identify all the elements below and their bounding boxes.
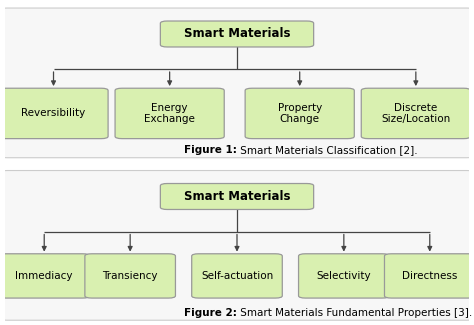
FancyBboxPatch shape bbox=[2, 8, 472, 158]
Text: Smart Materials Fundamental Properties [3].: Smart Materials Fundamental Properties [… bbox=[237, 307, 472, 318]
FancyBboxPatch shape bbox=[384, 254, 474, 298]
Text: Reversibility: Reversibility bbox=[21, 109, 86, 118]
FancyBboxPatch shape bbox=[160, 21, 314, 47]
Text: Smart Materials Classification [2].: Smart Materials Classification [2]. bbox=[237, 145, 418, 155]
Text: Self-actuation: Self-actuation bbox=[201, 271, 273, 281]
Text: Immediacy: Immediacy bbox=[16, 271, 73, 281]
Text: Transiency: Transiency bbox=[102, 271, 158, 281]
FancyBboxPatch shape bbox=[0, 88, 108, 139]
FancyBboxPatch shape bbox=[85, 254, 175, 298]
Text: Smart Materials: Smart Materials bbox=[184, 190, 290, 203]
FancyBboxPatch shape bbox=[245, 88, 354, 139]
FancyBboxPatch shape bbox=[361, 88, 470, 139]
Text: Figure 1:: Figure 1: bbox=[184, 145, 237, 155]
FancyBboxPatch shape bbox=[115, 88, 224, 139]
Text: Smart Materials: Smart Materials bbox=[184, 28, 290, 41]
Text: Discrete
Size/Location: Discrete Size/Location bbox=[381, 103, 450, 124]
FancyBboxPatch shape bbox=[299, 254, 389, 298]
Text: Directness: Directness bbox=[402, 271, 457, 281]
Text: Figure 2:: Figure 2: bbox=[184, 307, 237, 318]
FancyBboxPatch shape bbox=[0, 254, 90, 298]
Text: Selectivity: Selectivity bbox=[317, 271, 371, 281]
FancyBboxPatch shape bbox=[191, 254, 283, 298]
FancyBboxPatch shape bbox=[2, 171, 472, 320]
Text: Energy
Exchange: Energy Exchange bbox=[144, 103, 195, 124]
Text: Property
Change: Property Change bbox=[278, 103, 322, 124]
FancyBboxPatch shape bbox=[160, 184, 314, 210]
